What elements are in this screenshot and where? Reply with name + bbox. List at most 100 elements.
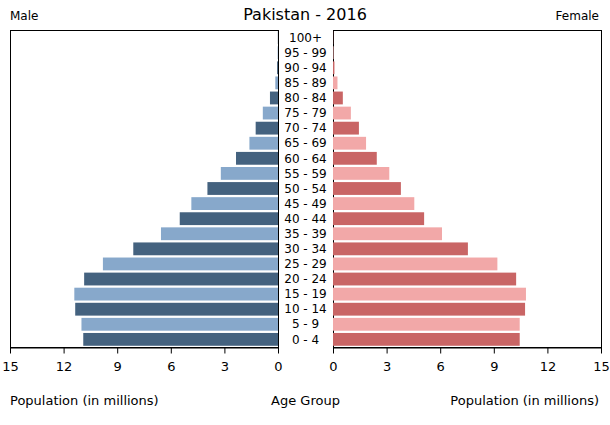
x-axis-title: Population (in millions) [450, 393, 599, 408]
bar [333, 197, 414, 210]
chart: 03691215036912150 - 45 - 910 - 1415 - 19… [0, 0, 610, 425]
bar [161, 227, 278, 240]
male-bars [74, 31, 278, 346]
age-labels: 0 - 45 - 910 - 1415 - 1920 - 2425 - 2930… [284, 31, 327, 347]
female-bars [333, 31, 526, 346]
right-plot-frame [334, 31, 602, 348]
left-plot-frame [11, 31, 279, 348]
bar [277, 61, 278, 74]
tick-mark [494, 348, 495, 354]
tick-mark [601, 348, 602, 354]
bar [249, 137, 278, 150]
bar [333, 318, 520, 331]
age-label: 35 - 39 [284, 227, 327, 241]
age-label: 25 - 29 [284, 257, 327, 271]
series-label: Male [10, 9, 38, 23]
bar [333, 227, 442, 240]
bar [333, 182, 401, 195]
tick-label: 6 [167, 359, 175, 374]
tick-label: 9 [114, 359, 122, 374]
bar [270, 92, 278, 105]
age-label: 70 - 74 [284, 121, 327, 135]
tick-label: 0 [274, 359, 282, 374]
bar [221, 167, 278, 180]
tick-mark [547, 348, 548, 354]
bar [333, 258, 497, 271]
y-axis-title: Age Group [271, 393, 340, 408]
x-axis-title: Population (in millions) [10, 393, 159, 408]
age-label: 80 - 84 [284, 91, 327, 105]
tick-label: 6 [437, 359, 445, 374]
age-label: 75 - 79 [284, 106, 327, 120]
tick-label: 12 [56, 359, 73, 374]
bar [256, 122, 278, 135]
bar [333, 76, 337, 89]
bar [133, 242, 278, 255]
bar [236, 152, 278, 165]
bar [333, 242, 468, 255]
bar [333, 167, 389, 180]
age-label: 85 - 89 [284, 76, 327, 90]
age-label: 90 - 94 [284, 61, 327, 75]
tick: 9 [490, 348, 498, 374]
tick: 6 [437, 348, 445, 374]
bar [333, 92, 343, 105]
age-label: 60 - 64 [284, 152, 327, 166]
tick: 6 [167, 348, 175, 374]
bar [277, 46, 278, 59]
bar [333, 152, 377, 165]
age-label: 65 - 69 [284, 136, 327, 150]
bar [207, 182, 278, 195]
bar [333, 122, 359, 135]
age-label: 15 - 19 [284, 287, 327, 301]
bar [103, 258, 278, 271]
title: Pakistan - 2016 [243, 5, 367, 24]
left-x-axis: 0 3 6 9 12 15 [2, 348, 282, 374]
tick: 12 [540, 348, 557, 374]
bar [74, 288, 278, 301]
tick-label: 3 [221, 359, 229, 374]
bar [75, 303, 278, 316]
age-label: 5 - 9 [292, 317, 319, 331]
bar [333, 288, 526, 301]
tick-mark [278, 348, 279, 354]
axis-line [11, 348, 279, 349]
tick-mark [333, 348, 334, 354]
tick: 12 [56, 348, 73, 374]
tick-label: 15 [2, 359, 19, 374]
bar [333, 212, 424, 225]
tick-label: 3 [383, 359, 391, 374]
tick-label: 9 [490, 359, 498, 374]
bar [275, 76, 278, 89]
age-label: 20 - 24 [284, 272, 327, 286]
bar [81, 318, 278, 331]
tick-label: 0 [329, 359, 337, 374]
age-label: 45 - 49 [284, 197, 327, 211]
bar [333, 273, 516, 286]
age-label: 30 - 34 [284, 242, 327, 256]
tick-mark [117, 348, 118, 354]
tick-mark [224, 348, 225, 354]
bar [84, 273, 278, 286]
age-label: 100+ [289, 31, 322, 45]
tick: 15 [2, 348, 19, 374]
tick-label: 15 [593, 359, 610, 374]
bar [191, 197, 278, 210]
tick: 0 [274, 348, 282, 374]
bar [333, 137, 366, 150]
age-label: 50 - 54 [284, 182, 327, 196]
tick: 3 [383, 348, 391, 374]
tick: 0 [329, 348, 337, 374]
bar [263, 107, 278, 120]
age-label: 55 - 59 [284, 167, 327, 181]
tick-mark [10, 348, 11, 354]
bar [180, 212, 278, 225]
bar [333, 333, 520, 346]
age-label: 40 - 44 [284, 212, 327, 226]
tick: 3 [221, 348, 229, 374]
tick: 15 [593, 348, 610, 374]
bar [333, 107, 351, 120]
age-label: 0 - 4 [292, 333, 319, 347]
tick-mark [171, 348, 172, 354]
bar [277, 31, 278, 44]
